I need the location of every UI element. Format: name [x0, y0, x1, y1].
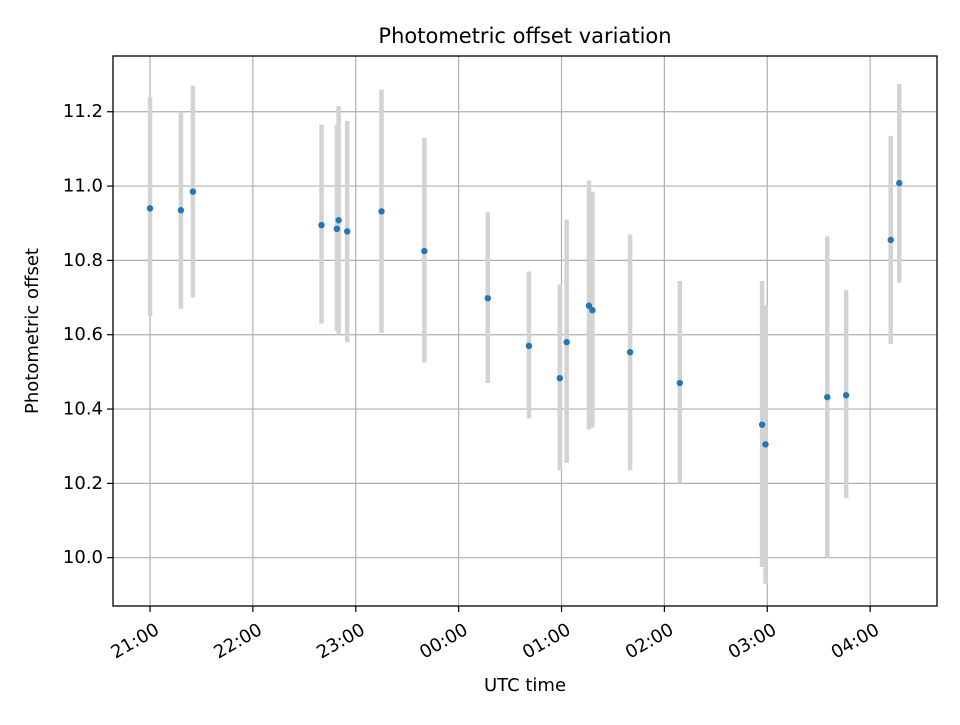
y-tick-label: 11.2	[63, 101, 103, 122]
data-point	[421, 247, 428, 255]
data-point	[484, 295, 491, 302]
data-point	[189, 188, 197, 195]
data-point	[896, 179, 903, 187]
y-axis-title: Photometric offset	[22, 248, 43, 414]
y-tick-label: 10.2	[63, 473, 103, 494]
data-point	[146, 205, 154, 212]
data-point	[887, 236, 894, 244]
data-point	[585, 302, 593, 309]
plot-frame	[112, 55, 938, 607]
y-tick-label: 10.0	[63, 547, 103, 568]
data-point	[589, 306, 596, 314]
data-point	[758, 421, 766, 428]
data-point	[333, 225, 341, 233]
data-point	[335, 217, 342, 224]
data-point	[177, 207, 185, 214]
point-layer	[146, 179, 903, 448]
data-point	[344, 228, 351, 235]
data-point	[842, 392, 850, 399]
y-tick-label: 10.4	[63, 399, 103, 420]
y-tick-label: 10.8	[63, 250, 103, 271]
y-axis-ticks: 10.0 10.2 10.4 10.6 10.8 11.0 11.2	[63, 101, 113, 568]
data-point	[762, 441, 769, 448]
x-axis-title: UTC time	[484, 675, 566, 696]
data-point	[626, 348, 634, 356]
data-point	[318, 221, 325, 229]
y-tick-label: 11.0	[63, 176, 103, 197]
data-point	[378, 208, 385, 215]
data-point	[563, 338, 570, 346]
y-tick-label: 10.6	[63, 324, 103, 345]
data-point	[556, 374, 564, 382]
data-point	[676, 379, 684, 387]
data-point	[525, 342, 533, 350]
data-point	[824, 393, 831, 401]
chart-title: Photometric offset variation	[378, 24, 671, 48]
